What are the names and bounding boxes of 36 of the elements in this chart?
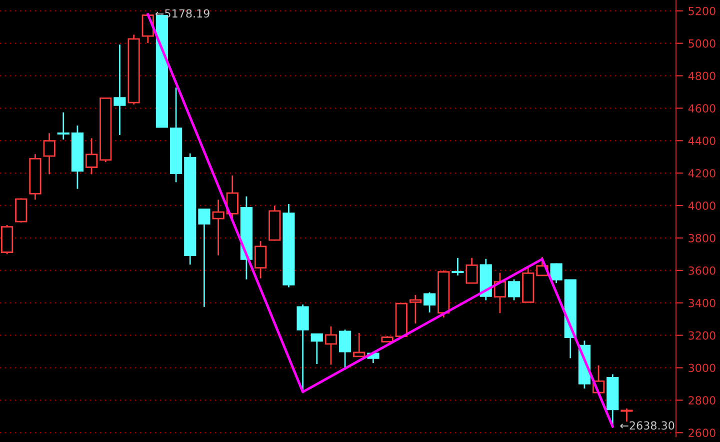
- y-tick-label: 2600: [688, 428, 716, 438]
- y-tick-label: 3400: [688, 298, 716, 308]
- candlestick: [85, 138, 98, 175]
- candlestick: [310, 333, 323, 365]
- candlestick: [466, 257, 478, 284]
- y-tick-label: 4200: [688, 169, 716, 178]
- candlestick: [508, 278, 520, 301]
- candlestick: [57, 112, 70, 140]
- candlestick: [409, 294, 422, 324]
- annotation: ←5178.19: [155, 9, 210, 18]
- candlestick: [226, 174, 238, 220]
- y-tick-label: 4800: [688, 72, 716, 80]
- candlestick: [43, 132, 56, 175]
- candlestick: [15, 198, 28, 224]
- y-tick-label: 3200: [688, 331, 716, 340]
- y-tick-label: 4400: [688, 136, 716, 146]
- candlestick: [212, 199, 224, 256]
- y-tick-label: 4600: [688, 104, 716, 113]
- y-tick-label: 4000: [688, 202, 716, 210]
- candlestick: [114, 44, 126, 136]
- y-tick-label: 3000: [688, 364, 716, 372]
- candlestick: [353, 332, 366, 358]
- candlestick: [452, 257, 464, 276]
- y-tick-label: 5200: [688, 6, 716, 16]
- candlestick: [254, 240, 267, 280]
- candlestick: [423, 292, 436, 314]
- candlestick: [296, 304, 309, 393]
- y-tick-label: 5000: [688, 39, 716, 48]
- y-tick-label: 3600: [688, 266, 716, 275]
- y-tick-label: 3800: [688, 234, 716, 242]
- candlestick: [550, 262, 562, 284]
- candlestick: [324, 326, 338, 366]
- candlestick: [620, 408, 633, 422]
- annotation: ←2638.30: [620, 421, 674, 430]
- candlestick: [198, 208, 210, 308]
- y-tick-label: 2800: [688, 396, 716, 405]
